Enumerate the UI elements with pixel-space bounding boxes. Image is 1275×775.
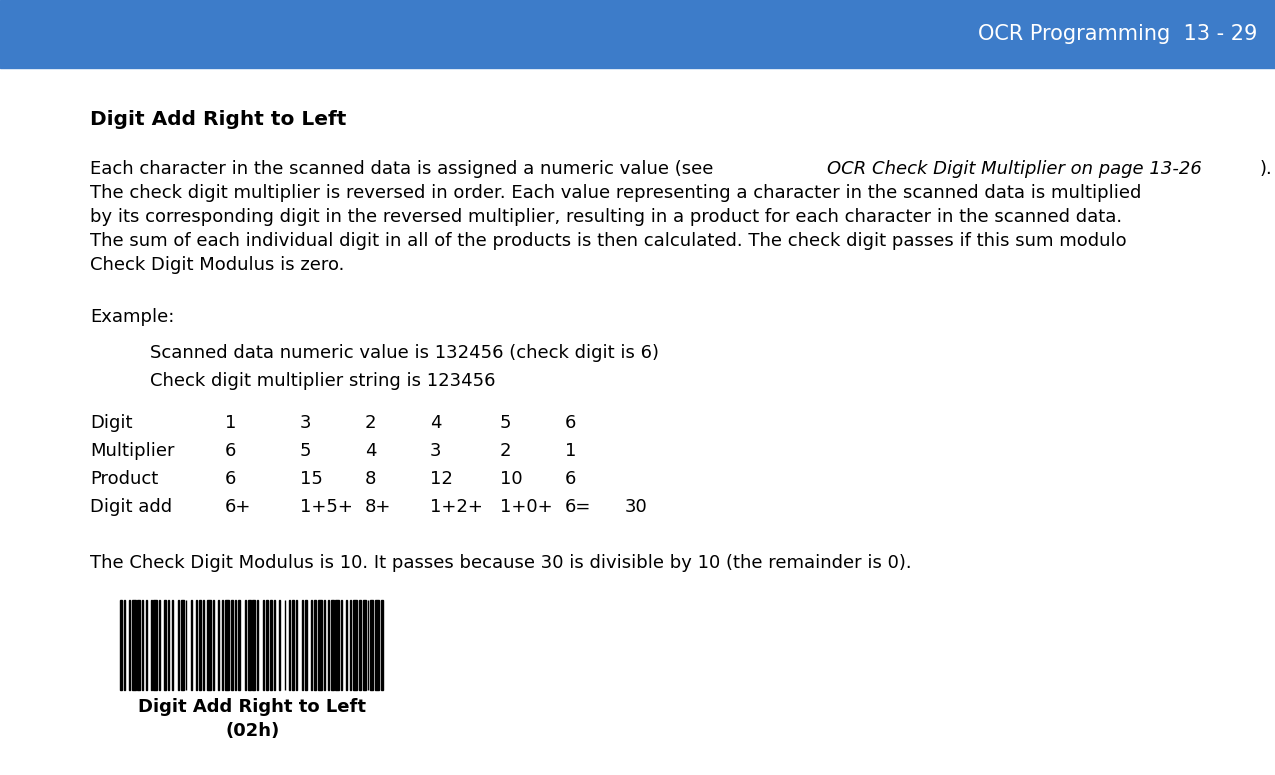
Bar [270, 600, 273, 690]
Text: Product: Product [91, 470, 158, 488]
Text: 12: 12 [430, 470, 453, 488]
Bar [305, 600, 307, 690]
Text: 6: 6 [565, 414, 576, 432]
Bar [153, 600, 157, 690]
Text: Each character in the scanned data is assigned a numeric value (see: Each character in the scanned data is as… [91, 160, 719, 178]
Text: ).: ). [1260, 160, 1272, 178]
Text: Scanned data numeric value is 132456 (check digit is 6): Scanned data numeric value is 132456 (ch… [150, 344, 659, 362]
Bar [252, 600, 255, 690]
Bar [317, 600, 321, 690]
Text: by its corresponding digit in the reversed multiplier, resulting in a product fo: by its corresponding digit in the revers… [91, 208, 1122, 226]
Text: Multiplier: Multiplier [91, 442, 175, 460]
Text: 1: 1 [224, 414, 236, 432]
Bar [199, 600, 201, 690]
Text: 2: 2 [365, 414, 376, 432]
Bar [375, 600, 379, 690]
Text: Digit add: Digit add [91, 498, 172, 516]
Text: (02h): (02h) [226, 722, 279, 740]
Text: Digit Add Right to Left: Digit Add Right to Left [91, 110, 347, 129]
Text: 6: 6 [565, 470, 576, 488]
Text: 6: 6 [224, 470, 236, 488]
Text: OCR Check Digit Multiplier on page 13-26: OCR Check Digit Multiplier on page 13-26 [826, 160, 1201, 178]
Bar [265, 600, 268, 690]
Text: Check digit multiplier string is 123456: Check digit multiplier string is 123456 [150, 372, 496, 390]
Bar [314, 600, 316, 690]
Text: Digit: Digit [91, 414, 133, 432]
Bar [138, 600, 140, 690]
Text: The sum of each individual digit in all of the products is then calculated. The : The sum of each individual digit in all … [91, 232, 1127, 250]
Text: 1: 1 [565, 442, 576, 460]
Text: 1+2+: 1+2+ [430, 498, 483, 516]
Text: 10: 10 [500, 470, 523, 488]
Text: 6+: 6+ [224, 498, 251, 516]
Text: 4: 4 [430, 414, 441, 432]
Text: 3: 3 [430, 442, 441, 460]
Text: 2: 2 [500, 442, 511, 460]
Text: 15: 15 [300, 470, 323, 488]
Bar [381, 600, 382, 690]
Text: The check digit multiplier is reversed in order. Each value representing a chara: The check digit multiplier is reversed i… [91, 184, 1141, 202]
Text: 8+: 8+ [365, 498, 391, 516]
Bar [131, 600, 135, 690]
Text: 3: 3 [300, 414, 311, 432]
Text: Check Digit Modulus is zero.: Check Digit Modulus is zero. [91, 256, 344, 274]
Bar [224, 600, 228, 690]
Text: 5: 5 [300, 442, 311, 460]
Bar [371, 600, 372, 690]
Text: 1+0+: 1+0+ [500, 498, 552, 516]
Text: 6=: 6= [565, 498, 592, 516]
Bar [292, 600, 295, 690]
Bar [358, 600, 361, 690]
Text: 4: 4 [365, 442, 376, 460]
Text: 6: 6 [224, 442, 236, 460]
Bar [332, 600, 334, 690]
Text: 30: 30 [625, 498, 648, 516]
Bar [363, 600, 366, 690]
Bar [335, 600, 339, 690]
Text: Digit Add Right to Left: Digit Add Right to Left [139, 698, 366, 716]
Bar [208, 600, 212, 690]
Bar [353, 600, 357, 690]
Bar [163, 600, 166, 690]
Bar [238, 600, 241, 690]
Bar [181, 600, 184, 690]
Bar [231, 600, 233, 690]
Bar [249, 600, 251, 690]
Text: The Check Digit Modulus is 10. It passes because 30 is divisible by 10 (the rema: The Check Digit Modulus is 10. It passes… [91, 554, 912, 572]
Text: 1+5+: 1+5+ [300, 498, 353, 516]
Text: Example:: Example: [91, 308, 175, 326]
Text: 8: 8 [365, 470, 376, 488]
Bar [0, 0, 1275, 68]
Text: 5: 5 [500, 414, 511, 432]
Text: OCR Programming  13 - 29: OCR Programming 13 - 29 [978, 24, 1257, 44]
Bar [120, 600, 122, 690]
